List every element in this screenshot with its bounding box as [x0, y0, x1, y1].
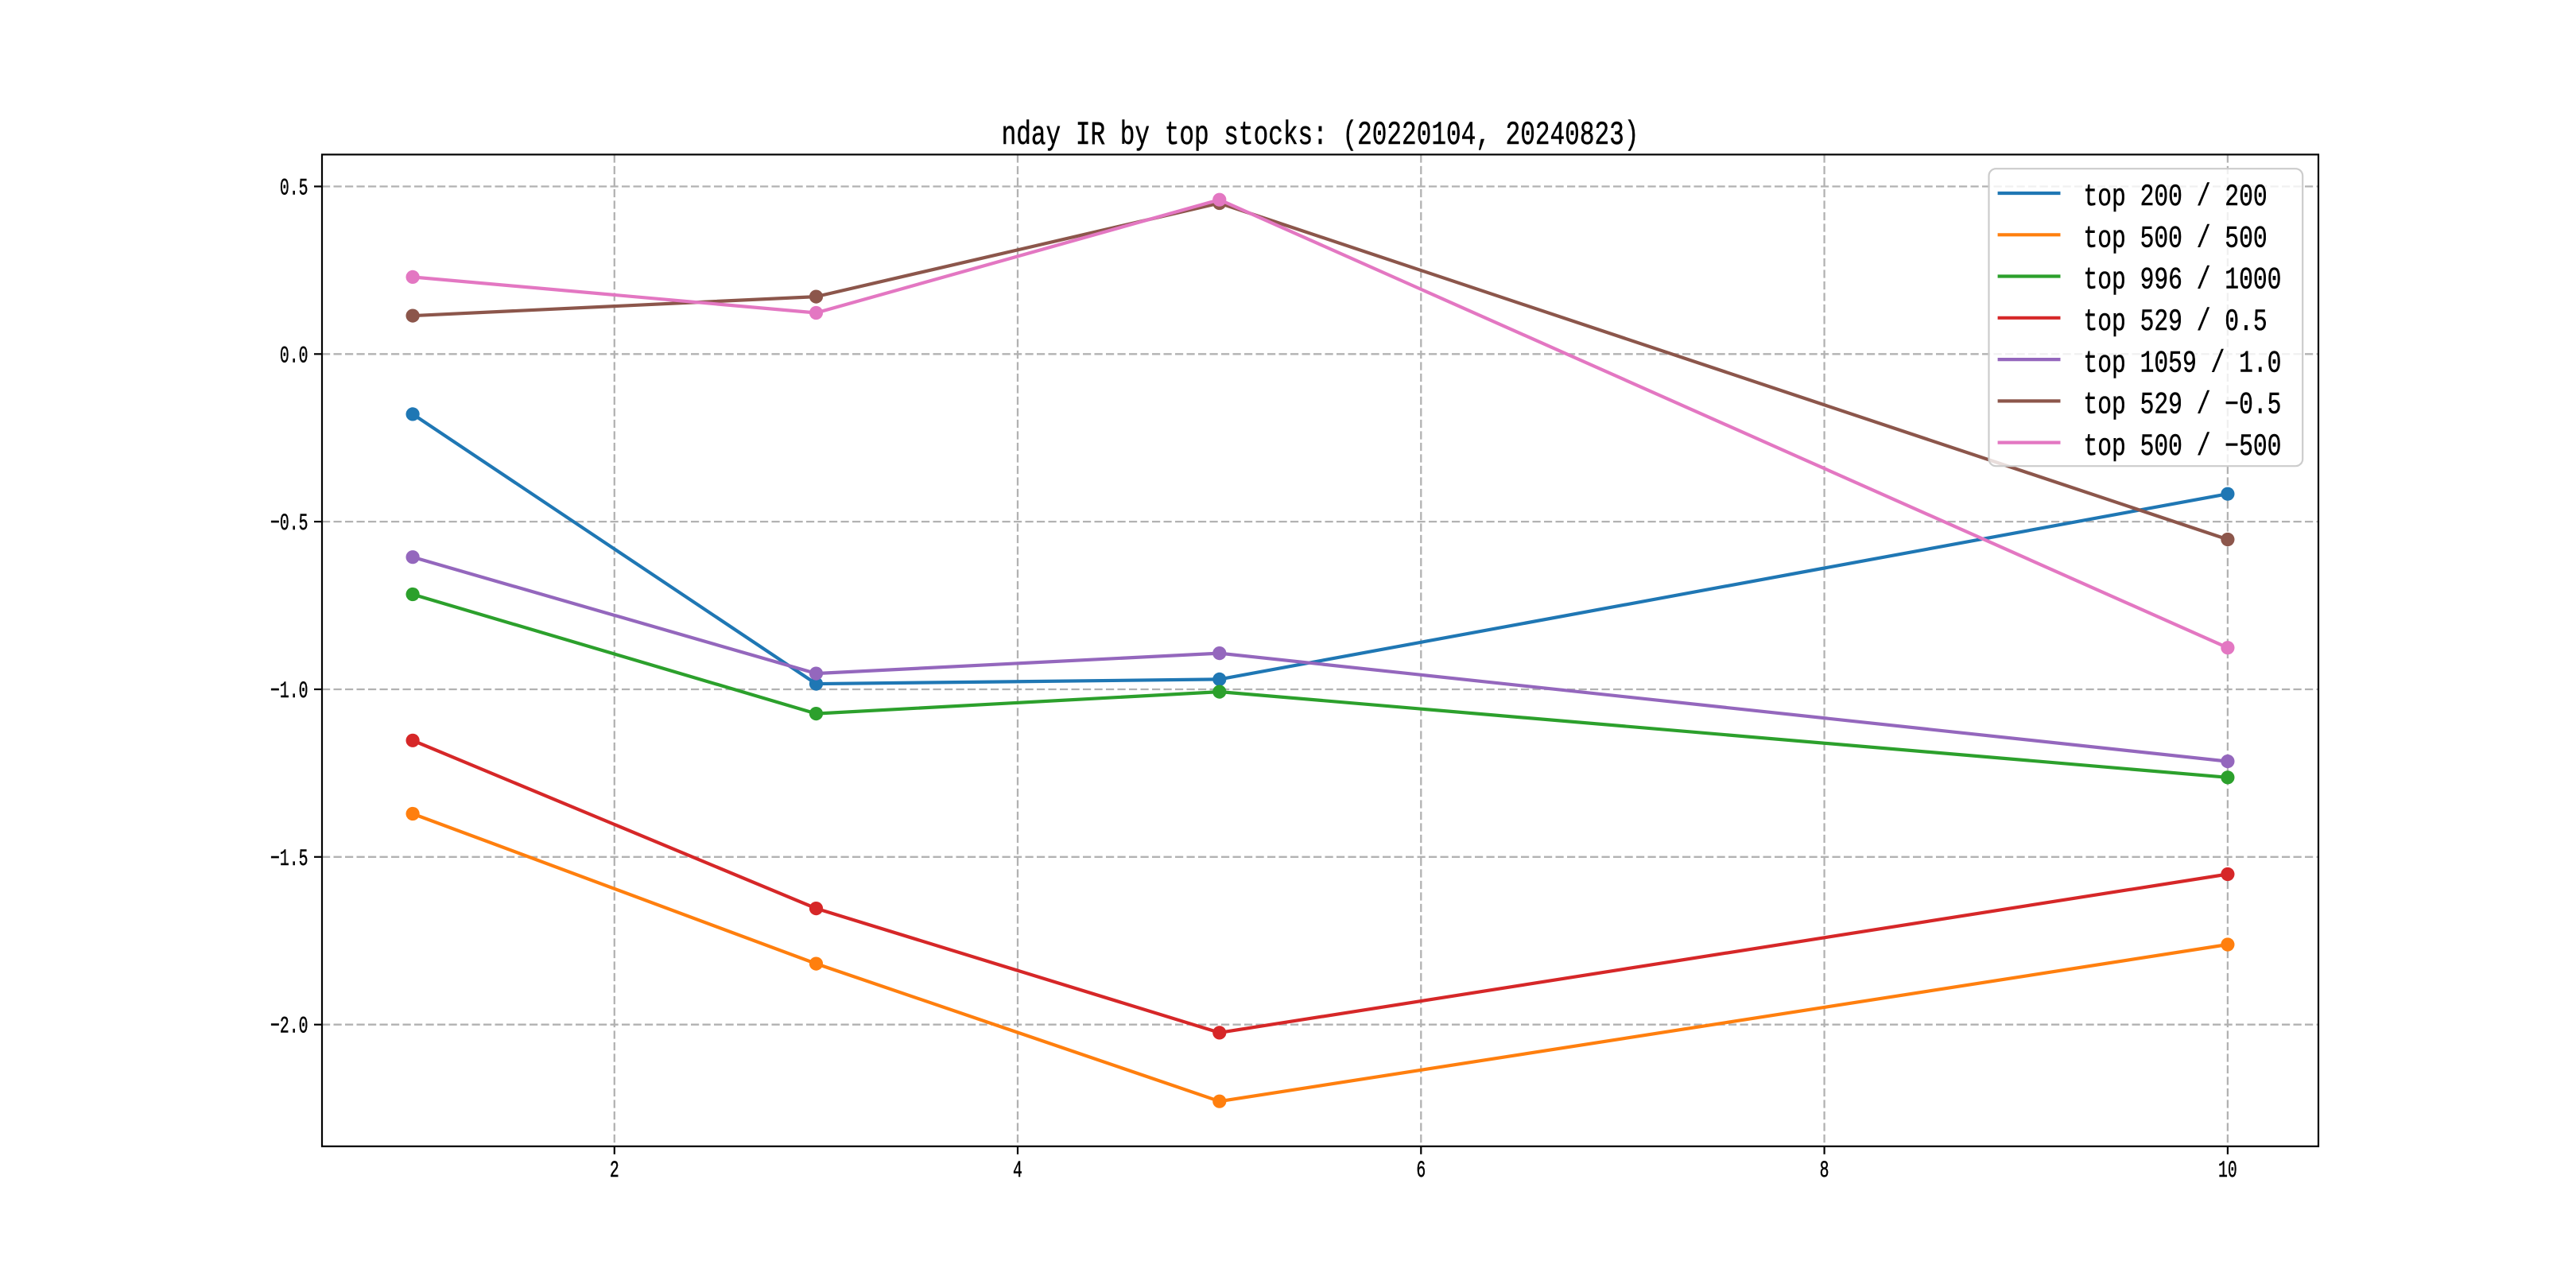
svg-text:0.0: 0.0 — [280, 343, 308, 370]
svg-text:top 529 / 0.5: top 529 / 0.5 — [2084, 305, 2268, 339]
svg-text:2: 2 — [610, 1157, 619, 1184]
svg-text:0.5: 0.5 — [280, 175, 308, 202]
svg-text:top 500 / −500: top 500 / −500 — [2084, 429, 2282, 464]
svg-text:4: 4 — [1013, 1157, 1022, 1184]
svg-text:−0.5: −0.5 — [270, 510, 308, 537]
svg-text:−1.0: −1.0 — [270, 677, 308, 704]
svg-text:top 500 / 500: top 500 / 500 — [2084, 222, 2268, 257]
svg-text:−1.5: −1.5 — [270, 845, 308, 872]
svg-text:6: 6 — [1416, 1157, 1426, 1184]
svg-text:top 1059 / 1.0: top 1059 / 1.0 — [2084, 347, 2282, 382]
svg-text:10: 10 — [2218, 1157, 2237, 1184]
svg-text:8: 8 — [1820, 1157, 1829, 1184]
svg-text:nday IR by top stocks: (202201: nday IR by top stocks: (20220104, 202408… — [1002, 117, 1639, 155]
svg-text:top 529 / −0.5: top 529 / −0.5 — [2084, 388, 2282, 423]
svg-text:top 200 / 200: top 200 / 200 — [2084, 180, 2268, 215]
svg-text:top 996 / 1000: top 996 / 1000 — [2084, 263, 2282, 298]
svg-text:−2.0: −2.0 — [270, 1013, 308, 1040]
